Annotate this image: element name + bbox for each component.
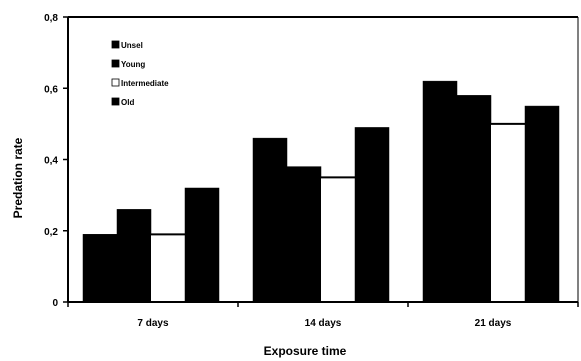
- bar-old-7-days: [184, 187, 220, 303]
- bars-group: [82, 80, 560, 303]
- legend-label-old: Old: [121, 98, 134, 107]
- x-tick-labels: 7 days 14 days 21 days: [137, 318, 511, 329]
- y-axis-label: Predation rate: [11, 137, 25, 218]
- plot-frame: [68, 16, 579, 302]
- bar-intermediate-7-days: [151, 234, 185, 302]
- x-tick-label: 7 days: [137, 318, 169, 329]
- x-tick-label: 14 days: [305, 318, 342, 329]
- legend-label-young: Young: [121, 60, 145, 69]
- y-tick-label: 0,4: [44, 156, 58, 167]
- bar-young-14-days: [286, 166, 322, 303]
- y-tick-label: 0,8: [44, 13, 58, 24]
- legend: Unsel Young Intermediate Old: [111, 40, 169, 107]
- bar-young-7-days: [116, 209, 152, 303]
- y-tick-label: 0: [52, 298, 58, 309]
- bar-old-21-days: [524, 105, 560, 303]
- bar-old-14-days: [354, 127, 390, 303]
- x-axis-label: Exposure time: [264, 344, 347, 358]
- bar-unsel-7-days: [82, 234, 118, 303]
- y-tick-labels: 0 0,2 0,4 0,6 0,8: [44, 13, 58, 309]
- x-tick-label: 21 days: [475, 318, 512, 329]
- bar-unsel-21-days: [422, 80, 458, 303]
- legend-swatch-unsel: [111, 40, 120, 49]
- legend-label-unsel: Unsel: [121, 41, 143, 50]
- bar-unsel-14-days: [252, 137, 288, 303]
- legend-swatch-old: [111, 97, 120, 106]
- bar-intermediate-21-days: [491, 123, 525, 302]
- y-tick-label: 0,6: [44, 84, 58, 95]
- y-tick-label: 0,2: [44, 227, 58, 238]
- axes-group: [63, 16, 579, 307]
- legend-swatch-young: [111, 59, 120, 68]
- bar-intermediate-14-days: [321, 177, 355, 302]
- bar-young-21-days: [456, 95, 492, 303]
- legend-swatch-intermediate: [111, 78, 120, 87]
- legend-label-intermediate: Intermediate: [121, 79, 169, 88]
